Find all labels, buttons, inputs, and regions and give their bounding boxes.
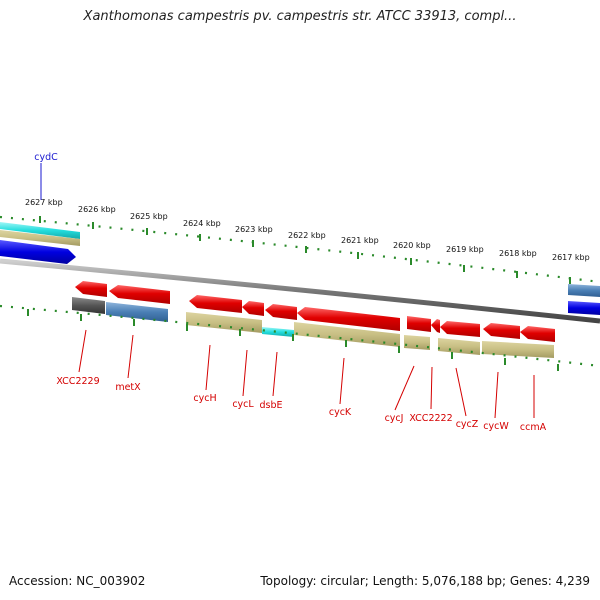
leader-cych bbox=[205, 344, 211, 391]
accession-label: Accession: NC_003902 bbox=[9, 574, 146, 588]
leader-cycw bbox=[494, 371, 499, 419]
tick-label-2623: 2623 kbp bbox=[235, 225, 273, 234]
label-leaders bbox=[40, 163, 535, 419]
gene-label-metx: metX bbox=[115, 382, 141, 393]
leader-cyck bbox=[339, 357, 345, 405]
gene-label-cyck: cycK bbox=[329, 407, 352, 418]
left-tan-feature bbox=[0, 230, 80, 246]
cds-metx bbox=[109, 285, 170, 304]
right-blue-feature bbox=[568, 301, 600, 315]
cds-cycz bbox=[440, 321, 480, 337]
dsbe-cyan-feature bbox=[262, 327, 294, 337]
cych-tan-feature bbox=[186, 312, 262, 333]
genome-summary: Topology: circular; Length: 5,076,188 bp… bbox=[260, 574, 590, 588]
cycz-tan-feature bbox=[438, 338, 480, 355]
tick-label-2627: 2627 kbp bbox=[25, 198, 63, 207]
left-blue-arrow bbox=[0, 240, 76, 264]
leader-cycl bbox=[242, 349, 248, 397]
tick-label-2618: 2618 kbp bbox=[499, 249, 537, 258]
right-steel-feature bbox=[568, 284, 600, 297]
gene-label-dsbe: dsbE bbox=[259, 400, 282, 411]
gene-label-xcc2229: XCC2229 bbox=[56, 376, 99, 387]
tick-label-2620: 2620 kbp bbox=[393, 241, 431, 250]
leader-cycj bbox=[394, 365, 415, 411]
xcc2229-gray-feature bbox=[72, 297, 105, 314]
tick-label-2624: 2624 kbp bbox=[183, 219, 221, 228]
cds-cycw bbox=[483, 323, 520, 339]
map-title: Xanthomonas campestris pv. campestris st… bbox=[83, 9, 517, 24]
gene-label-cycw: cycW bbox=[483, 421, 509, 432]
tick-label-2621: 2621 kbp bbox=[341, 236, 379, 245]
ccma-tan-feature bbox=[482, 341, 554, 358]
leader-xcc2229 bbox=[78, 329, 87, 373]
cds-xcc2222 bbox=[431, 319, 440, 333]
gene-label-cydc: cydC bbox=[34, 152, 58, 163]
gene-label-ccma: ccmA bbox=[520, 422, 547, 433]
gene-label-xcc2222: XCC2222 bbox=[409, 413, 452, 424]
tick-label-2617: 2617 kbp bbox=[552, 253, 590, 262]
gene-label-cycz: cycZ bbox=[456, 419, 479, 430]
gene-label-cych: cycH bbox=[193, 393, 216, 404]
gene-label-cycl: cycL bbox=[232, 399, 254, 410]
leader-cycz bbox=[455, 367, 467, 417]
cds-cycl bbox=[242, 301, 264, 316]
cds-cycj bbox=[407, 316, 431, 332]
tick-label-2619: 2619 kbp bbox=[446, 245, 484, 254]
tick-label-2622: 2622 kbp bbox=[288, 231, 326, 240]
inner-major-ticks bbox=[27, 309, 559, 371]
cds-ccma bbox=[520, 326, 555, 342]
cds-cyck bbox=[297, 307, 400, 331]
outer-major-ticks bbox=[39, 216, 571, 284]
cds-xcc2229 bbox=[75, 281, 107, 297]
genome-backbone bbox=[0, 258, 600, 324]
metx-steel-feature bbox=[106, 302, 168, 322]
gene-label-cycj: cycJ bbox=[385, 413, 404, 424]
tick-label-2625: 2625 kbp bbox=[130, 212, 168, 221]
leader-dsbe bbox=[272, 351, 278, 397]
cds-dsbe bbox=[265, 304, 297, 320]
leader-xcc2222 bbox=[430, 366, 433, 410]
leader-metx bbox=[127, 334, 134, 379]
inner-tick-ring bbox=[0, 304, 600, 368]
cycj-tan-feature bbox=[404, 335, 430, 350]
cds-cych bbox=[189, 295, 242, 313]
tick-label-2626: 2626 kbp bbox=[78, 205, 116, 214]
cydc-cyan-feature bbox=[0, 222, 80, 239]
